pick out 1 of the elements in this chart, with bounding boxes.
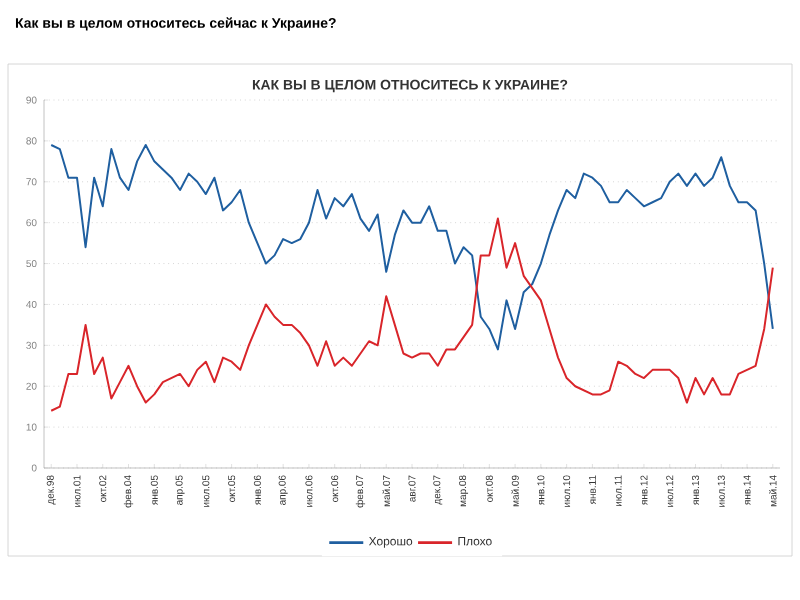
line-series <box>50 143 774 351</box>
